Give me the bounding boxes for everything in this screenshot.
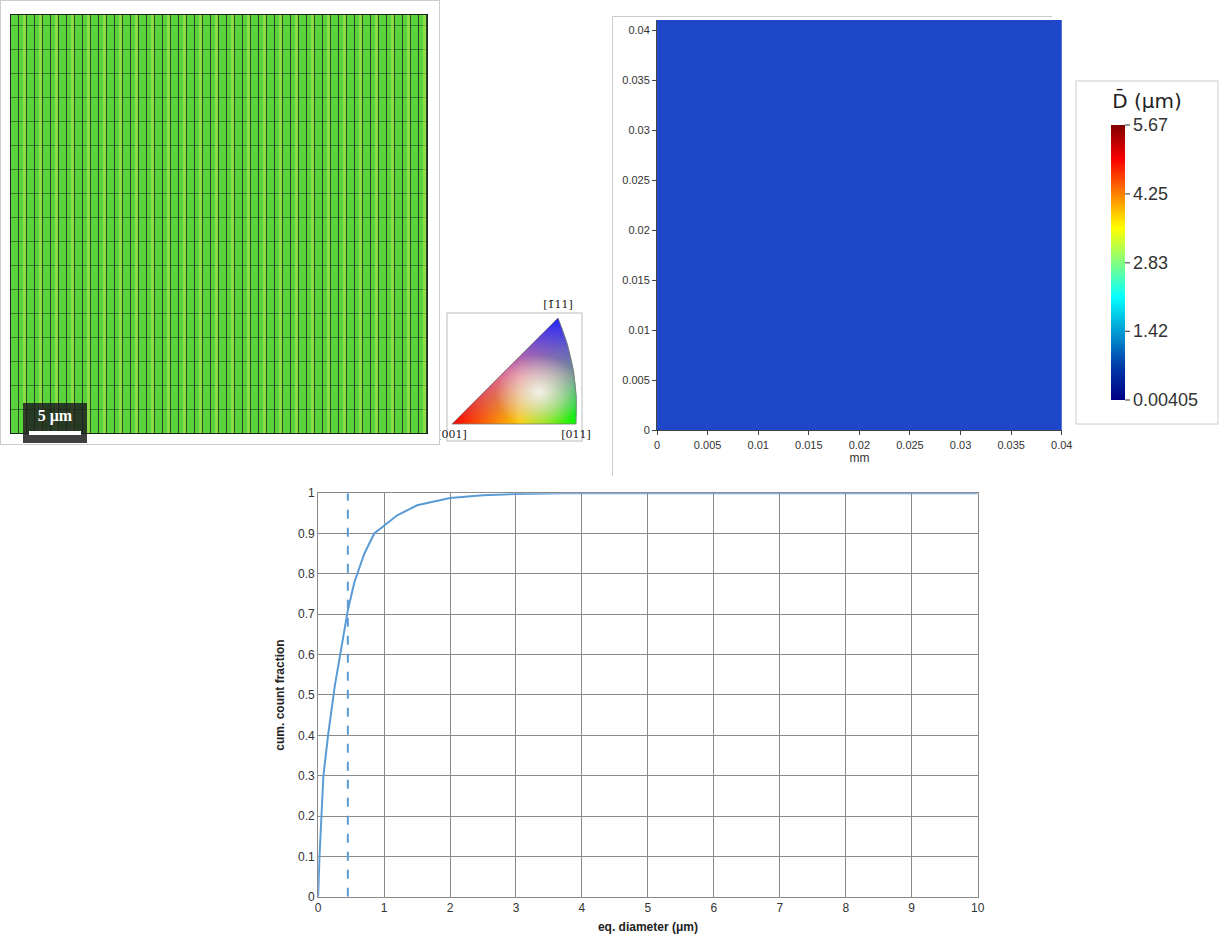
svg-text:cum. count fraction: cum. count fraction [273, 639, 287, 750]
svg-text:2: 2 [447, 901, 454, 915]
svg-text:0.01: 0.01 [628, 324, 649, 336]
svg-text:5: 5 [645, 901, 652, 915]
svg-text:4.25: 4.25 [1133, 184, 1168, 204]
svg-text:3: 3 [513, 901, 520, 915]
svg-text:6: 6 [711, 901, 718, 915]
svg-text:0.03: 0.03 [950, 439, 971, 451]
svg-text:0.025: 0.025 [622, 174, 650, 186]
svg-text:0.2: 0.2 [298, 809, 315, 823]
svg-text:0.035: 0.035 [622, 74, 650, 86]
svg-text:0: 0 [315, 901, 322, 915]
svg-text:0.5: 0.5 [298, 688, 315, 702]
html-text:5 μm: 5 μm [37, 407, 73, 424]
svg-text:2.83: 2.83 [1133, 253, 1168, 273]
svg-text:1: 1 [308, 486, 315, 500]
svg-text:0.9: 0.9 [298, 527, 315, 541]
svg-text:0.6: 0.6 [298, 648, 315, 662]
svg-text:D̄ (μm): D̄ (μm) [1112, 88, 1182, 113]
svg-text:10: 10 [971, 901, 985, 915]
svg-text:0.005: 0.005 [694, 439, 722, 451]
svg-text:0.035: 0.035 [997, 439, 1025, 451]
svg-text:1: 1 [381, 901, 388, 915]
svg-text:0.015: 0.015 [622, 274, 650, 286]
svg-text:0.00405: 0.00405 [1133, 390, 1198, 410]
svg-text:0.025: 0.025 [896, 439, 924, 451]
svg-text:0: 0 [654, 439, 660, 451]
svg-text:0.03: 0.03 [628, 124, 649, 136]
svg-text:0.005: 0.005 [622, 374, 650, 386]
svg-text:0.02: 0.02 [628, 224, 649, 236]
svg-text:9: 9 [908, 901, 915, 915]
svg-text:0.01: 0.01 [748, 439, 769, 451]
svg-text:8: 8 [842, 901, 849, 915]
svg-text:5.67: 5.67 [1133, 115, 1168, 135]
svg-text:0.04: 0.04 [1051, 439, 1072, 451]
svg-text:0.04: 0.04 [628, 24, 649, 36]
svg-text:[1̄11]: [1̄11] [543, 298, 573, 311]
svg-text:0.4: 0.4 [298, 729, 315, 743]
svg-text:[011]: [011] [561, 428, 591, 441]
svg-text:0.1: 0.1 [298, 850, 315, 864]
svg-text:mm: mm [849, 451, 869, 465]
svg-text:0.7: 0.7 [298, 607, 315, 621]
svg-text:0.02: 0.02 [849, 439, 870, 451]
svg-text:0.3: 0.3 [298, 769, 315, 783]
svg-text:1.42: 1.42 [1133, 321, 1168, 341]
svg-text:0: 0 [308, 890, 315, 904]
svg-text:eq. diameter (μm): eq. diameter (μm) [598, 920, 698, 934]
svg-text:4: 4 [579, 901, 586, 915]
svg-text:0: 0 [644, 424, 650, 436]
svg-text:0.8: 0.8 [298, 567, 315, 581]
svg-text:0.015: 0.015 [795, 439, 823, 451]
svg-text:7: 7 [776, 901, 783, 915]
svg-text:[001]: [001] [440, 428, 467, 441]
